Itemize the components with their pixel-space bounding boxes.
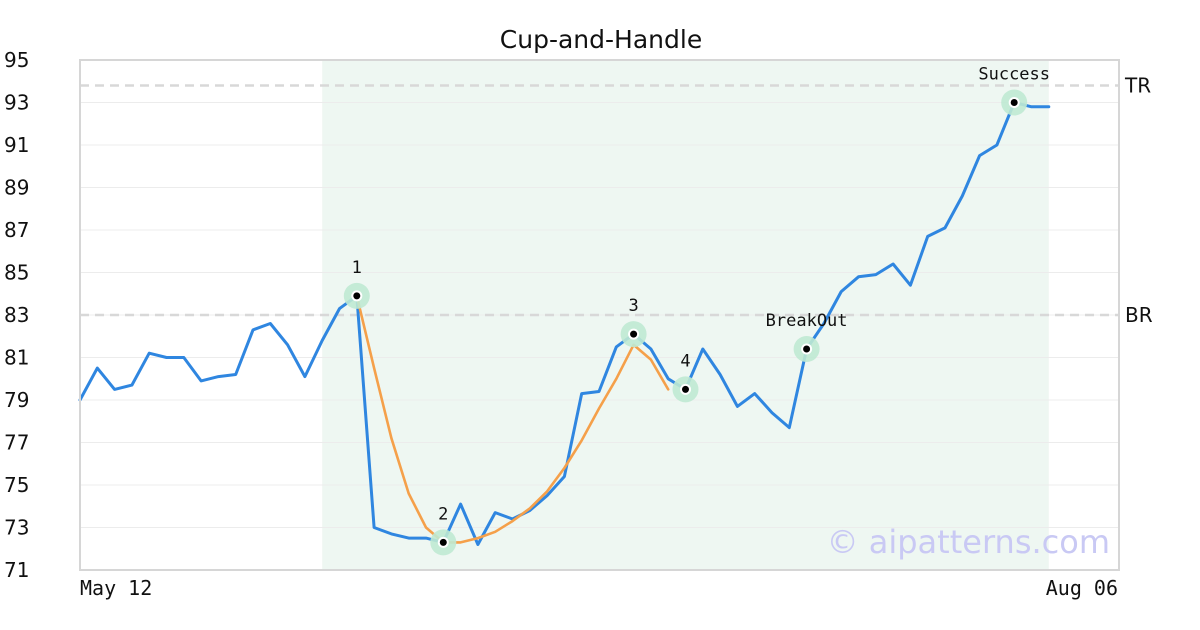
y-tick-label: 73	[4, 516, 29, 540]
chart-title: Cup-and-Handle	[500, 25, 702, 54]
y-tick-label: 79	[4, 388, 29, 412]
y-tick-label: 81	[4, 346, 29, 370]
pivot-dot	[439, 538, 447, 546]
pivot-label: 4	[680, 351, 690, 371]
pivot-dot	[1010, 99, 1018, 106]
price-line	[78, 101, 1051, 546]
y-tick-label: 77	[4, 431, 29, 455]
y-tick-label: 83	[4, 303, 29, 327]
pivot-dot	[630, 330, 638, 338]
y-tick-label: 89	[4, 176, 29, 200]
level-label: TR	[1124, 74, 1151, 98]
y-tick-label: 91	[4, 133, 29, 157]
pivot-dot	[353, 292, 361, 300]
y-tick-label: 93	[4, 91, 29, 115]
pivot-label: BreakOut	[766, 311, 848, 331]
y-tick-label: 95	[4, 48, 29, 72]
cup-fit-line	[355, 294, 670, 544]
x-tick-label-end: Aug 06	[1046, 576, 1118, 600]
x-tick-label-start: May 12	[80, 576, 152, 600]
watermark: © aipatterns.com	[827, 523, 1110, 561]
y-tick-label: 87	[4, 218, 29, 242]
level-label: BR	[1125, 303, 1153, 327]
plot-frame	[79, 59, 1120, 571]
pivot-label: 3	[628, 296, 638, 316]
pivot-label: 1	[352, 258, 362, 278]
pivot-label: Success	[978, 65, 1050, 85]
y-tick-label: 85	[4, 261, 29, 285]
y-tick-label: 71	[4, 558, 29, 582]
y-tick-label: 75	[4, 473, 29, 497]
pivot-dot	[803, 345, 811, 353]
pivot-label: 2	[438, 504, 448, 524]
pivot-dot	[682, 385, 689, 393]
